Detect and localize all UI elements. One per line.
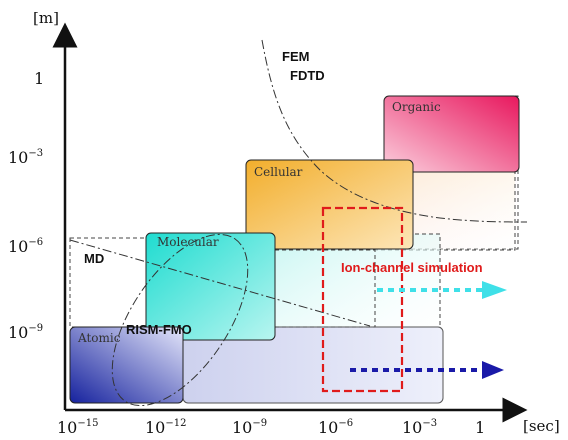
y-tick-label: 10−3: [8, 148, 43, 167]
x-tick-label: 10−3: [402, 418, 437, 437]
cyan-arrow-head: [482, 281, 507, 299]
x-tick-label: 1: [475, 418, 485, 437]
ion-channel-label: Ion-channel simulation: [341, 260, 483, 275]
atomic-label: Atomic: [77, 331, 121, 345]
x-axis-unit: [sec]: [523, 417, 560, 435]
organic-label: Organic: [392, 100, 441, 114]
cellular-region: [245, 159, 414, 250]
y-tick-label: 10−6: [8, 237, 43, 256]
rism-fmo-label: RISM-FMO: [126, 322, 192, 337]
rism-fmo-ellipse: [111, 233, 249, 407]
y-tick-label: 1: [34, 69, 44, 88]
x-tick-label: 10−6: [318, 418, 353, 437]
md-label: MD: [84, 251, 104, 266]
x-tick-label: 10−12: [145, 418, 186, 437]
x-tick-label: 10−9: [232, 418, 267, 437]
fem-fdtd-boundary: [261, 39, 528, 223]
organic-region: [383, 95, 520, 173]
md-boundary: [69, 239, 371, 327]
blue-arrow-head: [482, 361, 504, 379]
y-axis-unit: [m]: [33, 9, 59, 27]
molecular-region: [145, 232, 276, 341]
ion-channel-box: [321, 206, 404, 393]
atomic-region: [69, 326, 184, 404]
fdtd-label: FDTD: [290, 68, 325, 83]
cellular-label: Cellular: [254, 165, 303, 179]
molecular-label: Molecular: [157, 235, 219, 249]
x-tick-label: 10−15: [57, 418, 98, 437]
y-tick-label: 10−9: [8, 323, 43, 342]
fem-label: FEM: [282, 49, 309, 64]
